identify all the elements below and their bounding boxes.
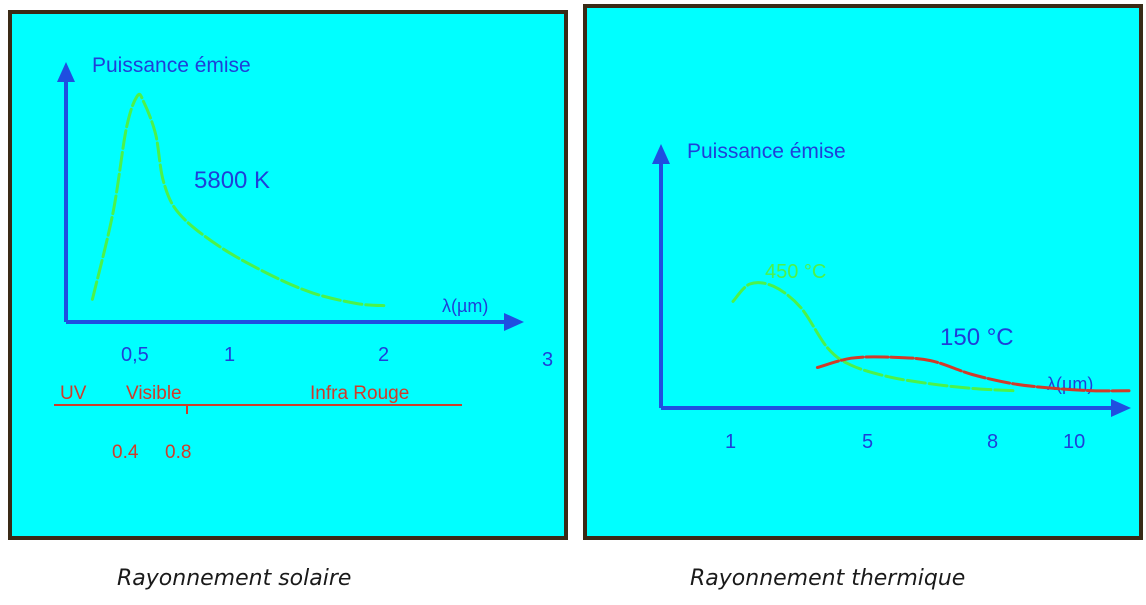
- x-tick-label: 0,5: [121, 344, 149, 366]
- x-tick-label: 8: [987, 431, 998, 453]
- temperature-annotation: 5800 K: [194, 167, 270, 194]
- thermal-radiation-panel: Puissance émise λ(µm) 450 °C 150 °C 1 5 …: [583, 4, 1143, 540]
- band-label-visible: Visible: [126, 383, 182, 404]
- y-axis-label: Puissance émise: [92, 54, 251, 77]
- x-tick-label: 5: [862, 431, 873, 453]
- x-axis-arrow: [504, 313, 524, 331]
- series-450c-annotation: 450 °C: [765, 261, 826, 283]
- series-450c-curve: [731, 281, 1015, 393]
- x-tick-label: 10: [1063, 431, 1085, 453]
- solar-radiation-panel: Puissance émise λ(µm) 5800 K 0,5 1 2 3 U…: [8, 10, 568, 540]
- band-boundary-label: 0.4: [112, 442, 139, 463]
- thermal-chart: Puissance émise λ(µm) 450 °C 150 °C 1 5 …: [652, 140, 1131, 453]
- solar-chart: Puissance émise λ(µm) 5800 K 0,5 1 2 3 U…: [54, 54, 553, 463]
- x-tick-label: 1: [725, 431, 736, 453]
- y-axis-label: Puissance émise: [687, 140, 846, 163]
- band-boundary-label: 0.8: [165, 442, 191, 463]
- x-tick-label: 1: [224, 344, 235, 366]
- x-axis-label: λ(µm): [442, 296, 488, 316]
- series-150c-annotation: 150 °C: [940, 324, 1014, 351]
- solar-radiation-caption: Rayonnement solaire: [117, 566, 352, 591]
- band-label-uv: UV: [60, 383, 87, 404]
- x-tick-label: 3: [542, 349, 553, 371]
- band-label-infrared: Infra Rouge: [310, 383, 409, 404]
- x-axis-arrow: [1111, 399, 1131, 417]
- x-tick-label: 2: [378, 344, 389, 366]
- thermal-radiation-caption: Rayonnement thermique: [690, 566, 966, 591]
- y-axis-arrow: [57, 62, 75, 82]
- series-5800k-curve: [90, 92, 389, 308]
- y-axis-arrow: [652, 144, 670, 164]
- series-150c-curve: [815, 355, 1131, 393]
